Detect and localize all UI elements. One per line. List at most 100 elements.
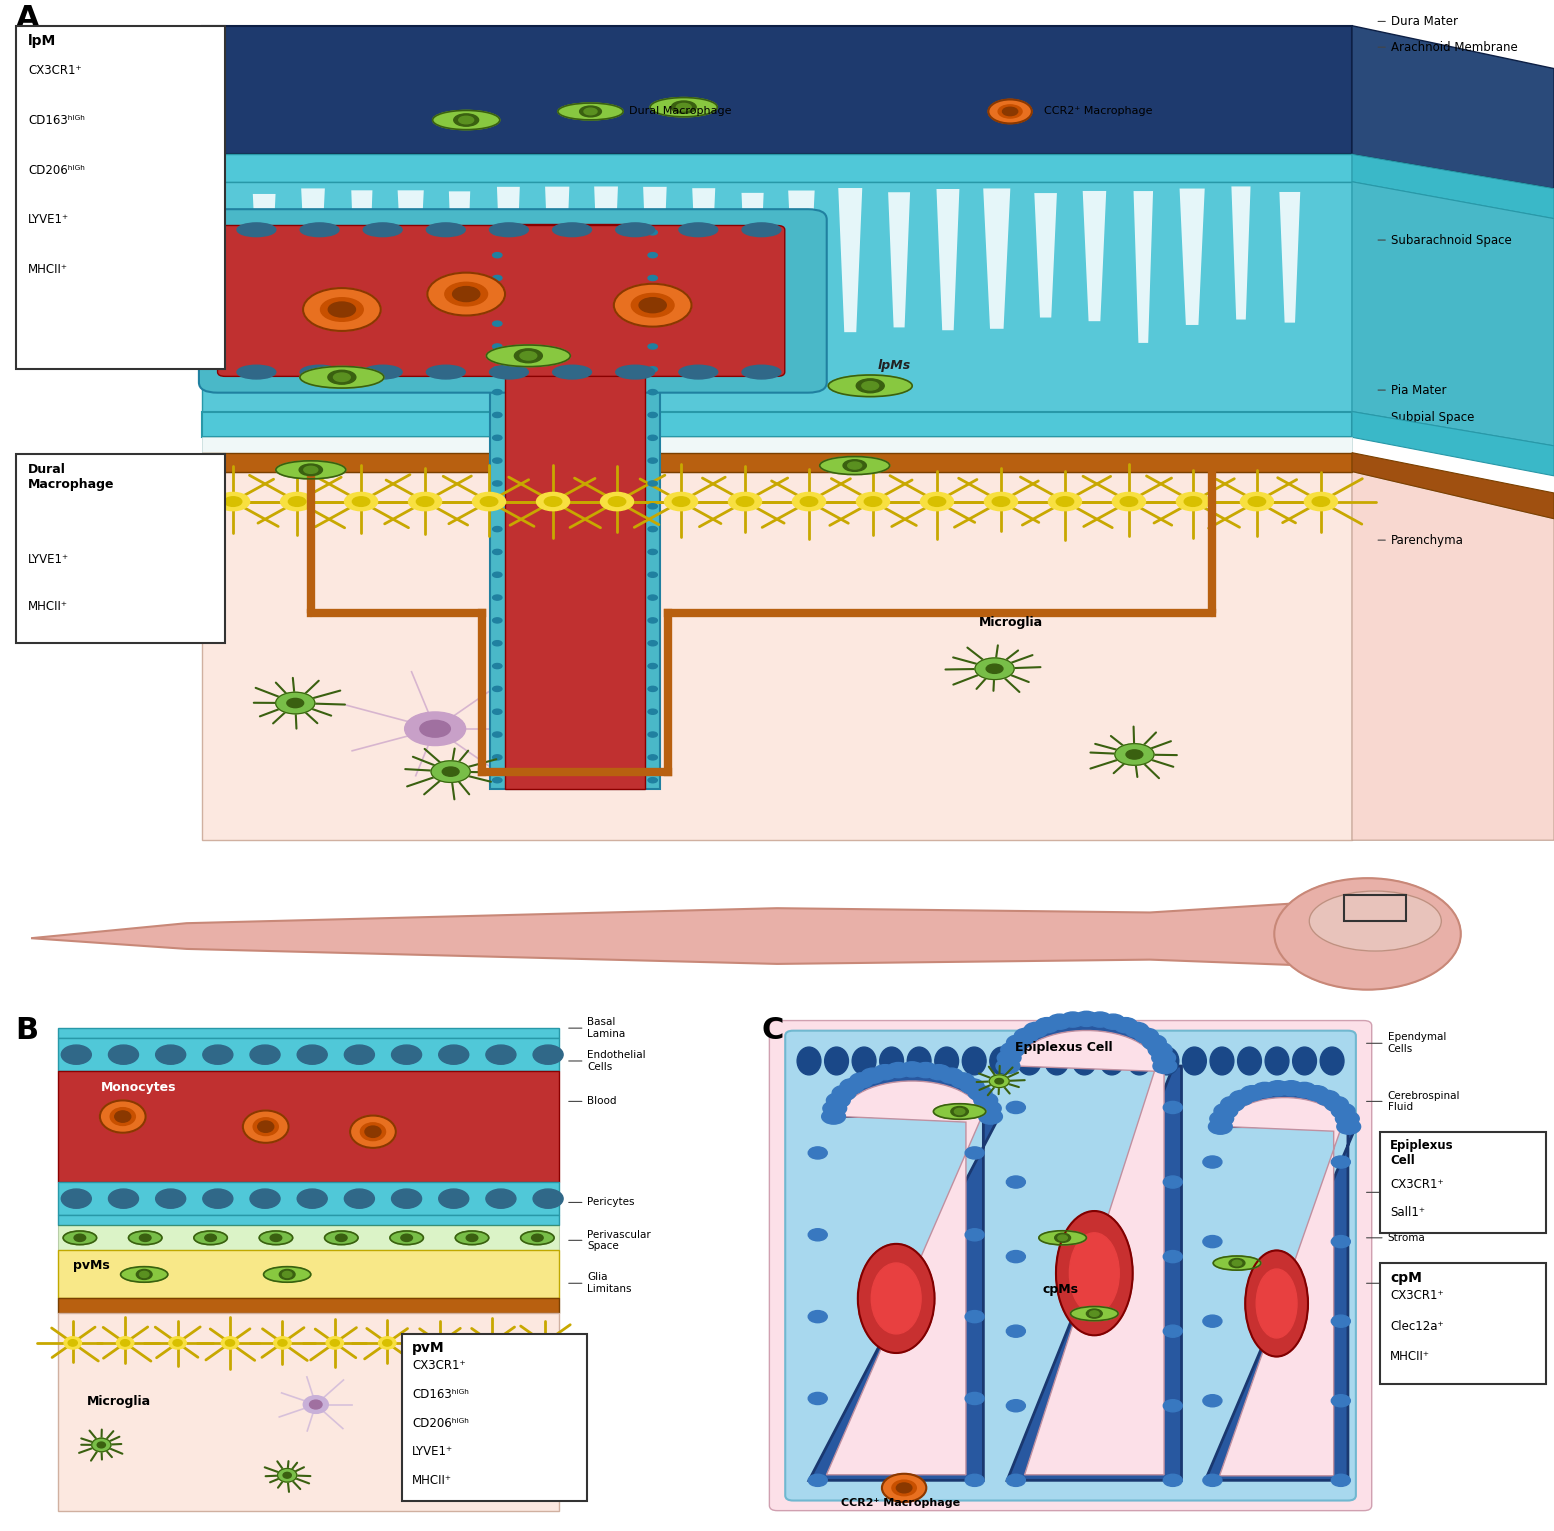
Circle shape	[1164, 1251, 1183, 1263]
Circle shape	[960, 1079, 984, 1093]
Text: Blood: Blood	[569, 1096, 617, 1107]
Circle shape	[493, 344, 502, 349]
Ellipse shape	[1055, 1234, 1071, 1242]
Ellipse shape	[466, 1234, 477, 1242]
Ellipse shape	[934, 1104, 985, 1119]
Ellipse shape	[1069, 1232, 1119, 1314]
Circle shape	[539, 1340, 549, 1346]
Ellipse shape	[553, 224, 592, 237]
Polygon shape	[253, 194, 275, 317]
Ellipse shape	[533, 1190, 563, 1208]
Polygon shape	[1220, 1098, 1341, 1476]
Circle shape	[353, 496, 370, 507]
Circle shape	[856, 493, 889, 511]
Circle shape	[493, 527, 502, 531]
Circle shape	[309, 1401, 322, 1409]
Ellipse shape	[334, 374, 350, 381]
Circle shape	[1152, 1050, 1175, 1066]
Circle shape	[965, 1311, 984, 1323]
Ellipse shape	[1057, 1211, 1133, 1335]
Polygon shape	[1179, 188, 1204, 325]
Text: Endothelial
Cells: Endothelial Cells	[1366, 1272, 1447, 1294]
Circle shape	[648, 481, 657, 485]
Ellipse shape	[1071, 1306, 1119, 1321]
Circle shape	[493, 412, 502, 418]
Circle shape	[1088, 1012, 1113, 1027]
Circle shape	[1312, 496, 1330, 507]
Circle shape	[1164, 1399, 1183, 1412]
Circle shape	[793, 493, 825, 511]
Ellipse shape	[1229, 1258, 1245, 1268]
Ellipse shape	[1128, 1047, 1152, 1075]
FancyBboxPatch shape	[59, 1029, 559, 1038]
Circle shape	[1015, 1029, 1038, 1043]
Ellipse shape	[743, 224, 780, 237]
Circle shape	[998, 1050, 1021, 1066]
Circle shape	[328, 302, 356, 317]
Ellipse shape	[580, 106, 601, 116]
Ellipse shape	[260, 1231, 292, 1245]
Circle shape	[382, 1340, 392, 1346]
Ellipse shape	[936, 1047, 959, 1075]
Ellipse shape	[1265, 1047, 1288, 1075]
Circle shape	[493, 367, 502, 372]
Text: Sall1⁺: Sall1⁺	[1389, 1206, 1425, 1219]
Circle shape	[996, 1058, 1019, 1073]
Circle shape	[1164, 1101, 1183, 1113]
Ellipse shape	[847, 462, 861, 468]
Circle shape	[64, 1337, 81, 1349]
Ellipse shape	[61, 1190, 92, 1208]
Circle shape	[1125, 1023, 1148, 1038]
Polygon shape	[1035, 193, 1057, 317]
Ellipse shape	[954, 1108, 965, 1115]
Circle shape	[1113, 493, 1145, 511]
Circle shape	[225, 1340, 235, 1346]
Text: Arachnoid Membrane: Arachnoid Membrane	[1378, 41, 1518, 54]
Text: LYVE1⁺: LYVE1⁺	[28, 213, 68, 227]
Text: Monocytes: Monocytes	[101, 1081, 177, 1095]
Text: Perivascular
Space: Perivascular Space	[569, 1229, 651, 1251]
Circle shape	[1047, 1014, 1071, 1029]
Circle shape	[1007, 1101, 1026, 1113]
Circle shape	[1316, 1090, 1340, 1105]
FancyBboxPatch shape	[59, 1298, 559, 1312]
Polygon shape	[545, 187, 569, 341]
Polygon shape	[497, 187, 519, 335]
Circle shape	[443, 767, 458, 776]
Polygon shape	[889, 193, 911, 328]
Ellipse shape	[458, 116, 474, 124]
Circle shape	[951, 1073, 974, 1089]
Polygon shape	[1352, 412, 1554, 476]
Circle shape	[1057, 496, 1074, 507]
Circle shape	[361, 1122, 385, 1141]
Circle shape	[897, 1484, 912, 1493]
Circle shape	[1240, 493, 1273, 511]
Polygon shape	[449, 191, 471, 341]
Circle shape	[1293, 1082, 1316, 1098]
Circle shape	[350, 1116, 396, 1148]
Circle shape	[648, 550, 657, 554]
FancyBboxPatch shape	[1380, 1263, 1546, 1384]
Circle shape	[1024, 1023, 1047, 1038]
Text: CX3CR1⁺: CX3CR1⁺	[28, 64, 82, 77]
Circle shape	[303, 288, 381, 331]
Circle shape	[1332, 1395, 1350, 1407]
Circle shape	[648, 778, 657, 782]
Circle shape	[430, 1337, 449, 1349]
Circle shape	[861, 1069, 884, 1084]
Ellipse shape	[858, 1243, 934, 1353]
Text: MHCII⁺: MHCII⁺	[28, 263, 68, 276]
Ellipse shape	[455, 1231, 490, 1245]
Circle shape	[1007, 1399, 1026, 1412]
FancyBboxPatch shape	[202, 472, 1352, 841]
Circle shape	[283, 1473, 291, 1479]
FancyBboxPatch shape	[505, 224, 645, 788]
Circle shape	[1074, 1012, 1099, 1026]
Ellipse shape	[155, 1046, 185, 1064]
Circle shape	[303, 1396, 328, 1413]
Circle shape	[965, 1392, 984, 1404]
Polygon shape	[788, 190, 814, 331]
Ellipse shape	[204, 1046, 233, 1064]
Ellipse shape	[300, 366, 339, 380]
Polygon shape	[301, 188, 325, 309]
